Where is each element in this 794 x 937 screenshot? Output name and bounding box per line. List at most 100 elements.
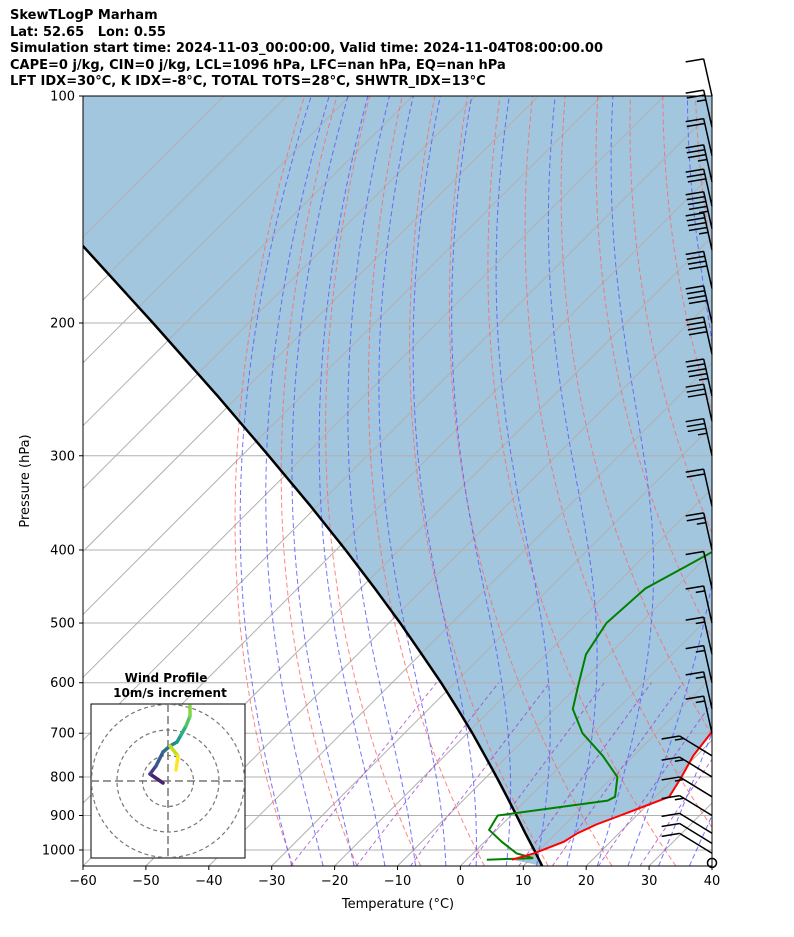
isotherm-line (83, 96, 602, 616)
hodograph-subtitle: 10m/s increment (113, 686, 227, 700)
wind-barb-half-flag (698, 210, 709, 214)
x-tick-label: 40 (704, 874, 721, 889)
wind-barb (685, 383, 713, 422)
wind-barb (661, 756, 713, 778)
dry-adiabat (662, 96, 712, 414)
wind-barb-flag (661, 776, 680, 781)
hodograph-trace-segment (168, 744, 180, 758)
wind-barb-shaft (702, 212, 713, 251)
wind-barb-flag (661, 735, 680, 740)
wind-barb-flag (686, 321, 705, 326)
wind-barb-flag (688, 299, 708, 305)
wind-barb-half-flag (697, 432, 708, 436)
isotherm-line (83, 96, 665, 679)
x-tick-label: −10 (384, 874, 411, 889)
wind-barb-flag (688, 226, 708, 232)
wind-barb-flag (685, 671, 704, 676)
wind-barb-shaft (679, 776, 713, 798)
mixing-ratio-line (468, 682, 605, 866)
wind-barb-flag (687, 367, 706, 373)
moist-adiabat (347, 96, 416, 866)
wind-barb-shaft (702, 285, 713, 324)
wind-barb-flag (685, 190, 704, 196)
wind-barb-shaft (702, 384, 713, 422)
hodograph-trace-segment (148, 772, 165, 785)
moist-adiabat (627, 96, 712, 866)
wind-barb-half-flag (696, 521, 706, 525)
y-tick-label: 900 (50, 809, 75, 824)
wind-barb-shaft (702, 144, 713, 183)
wind-barb (685, 250, 713, 289)
dry-adiabat (728, 96, 794, 866)
y-tick-label: 1000 (42, 844, 75, 859)
wind-barb (685, 168, 713, 207)
wind-barb-flag (688, 331, 708, 336)
wind-barb-half-flag (674, 797, 684, 801)
dry-adiabat (325, 96, 422, 866)
moist-adiabat (658, 731, 712, 866)
wind-barb-shaft (702, 251, 713, 289)
wind-barb-shaft (702, 168, 713, 207)
hodograph-title: Wind Profile (125, 671, 208, 685)
wind-barb-flag (686, 422, 705, 428)
wind-barb-shaft (679, 795, 713, 817)
wind-barb-half-flag (696, 99, 706, 103)
wind-barb (685, 316, 713, 355)
wind-barb-shaft (702, 645, 713, 683)
wind-barb-flag (686, 255, 705, 261)
dry-adiabat (595, 96, 712, 640)
wind-barb (685, 671, 713, 710)
wind-barb-flag (685, 585, 704, 590)
wind-barb-flag (685, 468, 704, 473)
wind-barb-flag (687, 294, 706, 300)
x-tick-label: 10 (515, 874, 532, 889)
wind-barb-flag (661, 812, 680, 818)
wind-barb-flag (687, 153, 706, 159)
wind-barb-flag (685, 695, 704, 700)
wind-barb (685, 144, 713, 183)
y-tick-label: 600 (50, 676, 75, 691)
cape-cin-shading (83, 96, 712, 866)
wind-barb (661, 794, 713, 817)
wind-barb (661, 812, 713, 834)
wind-barb-flag (685, 616, 704, 621)
wind-barb (661, 735, 713, 757)
moist-adiabat (291, 96, 355, 866)
wind-barb-flag (685, 383, 704, 388)
wind-barb-flag (685, 358, 704, 363)
wind-barb-flag (685, 512, 704, 517)
wind-barb (685, 512, 713, 551)
x-tick-label: −20 (321, 874, 348, 889)
wind-barb-half-flag (695, 590, 705, 594)
wind-barb (685, 550, 713, 589)
dry-adiabat (280, 96, 358, 866)
wind-barb-flag (686, 94, 705, 99)
mixing-ratio-line (639, 758, 712, 866)
moist-adiabat (239, 96, 312, 866)
wind-barb (685, 285, 713, 324)
moist-adiabat (720, 96, 794, 866)
wind-barb-flag (688, 372, 708, 378)
moist-adiabat (378, 96, 447, 866)
indices-line-2: LFT IDX=30°C, K IDX=-8°C, TOTAL TOTS=28°… (10, 74, 486, 89)
wind-barb (685, 644, 713, 683)
wind-barb-flag (686, 216, 705, 222)
wind-barb-flag (686, 388, 705, 393)
wind-barb-shaft (702, 585, 713, 624)
wind-barb (661, 822, 713, 845)
dry-adiabat (234, 96, 305, 866)
x-tick-label: −40 (195, 874, 222, 889)
isotherm-line (145, 299, 712, 866)
wind-barb-flag (687, 393, 706, 398)
moist-adiabat (318, 96, 386, 866)
dry-adiabat (367, 96, 485, 866)
isotherm-line (83, 96, 225, 238)
x-tick-label: 0 (456, 874, 464, 889)
isotherm-line (83, 96, 414, 427)
location-label: Lat: 52.65 Lon: 0.55 (10, 24, 166, 40)
isotherm-line (522, 676, 712, 866)
wind-barb (685, 616, 713, 655)
wind-barb-half-flag (674, 778, 684, 782)
wind-barb-flag (687, 326, 706, 331)
wind-barb (661, 832, 713, 854)
